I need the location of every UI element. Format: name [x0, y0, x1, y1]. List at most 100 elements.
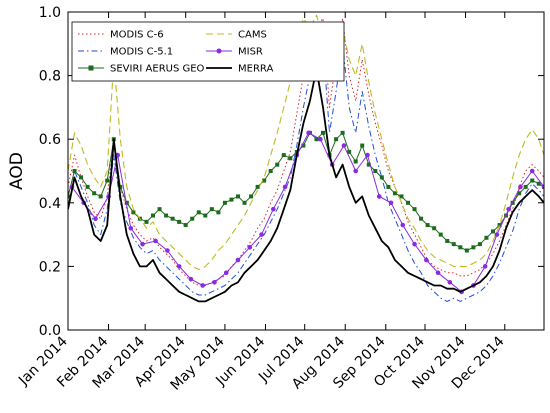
data-point-seviri-aerus-geo [464, 248, 469, 253]
data-point-misr [388, 200, 394, 206]
data-point-seviri-aerus-geo [203, 213, 208, 218]
data-point-misr [529, 168, 535, 174]
legend-label: MODIS C-5.1 [110, 47, 173, 58]
data-point-seviri-aerus-geo [491, 229, 495, 234]
data-point-seviri-aerus-geo [275, 162, 280, 167]
data-point-seviri-aerus-geo [183, 223, 188, 228]
legend-item-merra: MERRA [206, 64, 273, 75]
data-point-seviri-aerus-geo [281, 153, 286, 158]
data-point-seviri-aerus-geo [79, 175, 84, 180]
legend-item-modis-c-6: MODIS C-6 [78, 30, 164, 41]
data-point-misr [247, 245, 253, 250]
y-axis: 0.0 0.2 0.4 0.6 0.8 1.0 [39, 5, 544, 339]
data-point-misr [341, 143, 347, 148]
data-point-misr [376, 194, 382, 199]
data-point-misr [165, 248, 170, 253]
series-seviri-aerus-geo [68, 130, 544, 253]
data-point-seviri-aerus-geo [209, 207, 214, 212]
y-axis-title: AOD [7, 152, 27, 190]
data-point-seviri-aerus-geo [347, 149, 352, 154]
legend-label: SEVIRI AERUS GEO [110, 64, 205, 75]
y-tick-label: 0.0 [39, 323, 61, 339]
data-point-seviri-aerus-geo [399, 194, 404, 199]
data-point-seviri-aerus-geo [458, 245, 463, 250]
data-point-seviri-aerus-geo [379, 175, 384, 180]
data-point-seviri-aerus-geo [432, 226, 437, 231]
data-point-seviri-aerus-geo [157, 207, 162, 212]
data-point-seviri-aerus-geo [386, 184, 391, 189]
data-point-seviri-aerus-geo [288, 156, 293, 161]
data-point-seviri-aerus-geo [530, 178, 535, 183]
data-point-seviri-aerus-geo [170, 216, 175, 221]
data-point-seviri-aerus-geo [406, 200, 410, 205]
data-point-seviri-aerus-geo [255, 184, 260, 189]
legend-label: CAMS [238, 30, 267, 41]
y-tick-label: 0.4 [39, 196, 61, 212]
series-modis-c-5-1 [68, 43, 544, 302]
data-point-seviri-aerus-geo [262, 178, 267, 183]
data-point-seviri-aerus-geo [477, 242, 482, 247]
data-point-seviri-aerus-geo [517, 191, 522, 196]
data-point-misr [176, 264, 182, 269]
data-point-seviri-aerus-geo [164, 213, 169, 218]
data-point-seviri-aerus-geo [229, 197, 234, 202]
data-point-seviri-aerus-geo [497, 223, 502, 228]
data-point-seviri-aerus-geo [131, 210, 136, 215]
data-point-seviri-aerus-geo [373, 169, 378, 173]
data-point-seviri-aerus-geo [340, 130, 345, 135]
data-point-misr [235, 257, 241, 263]
y-tick-label: 0.6 [39, 132, 61, 148]
data-point-seviri-aerus-geo [366, 162, 371, 167]
data-point-seviri-aerus-geo [314, 137, 319, 142]
data-point-misr [353, 168, 358, 174]
data-point-seviri-aerus-geo [360, 143, 365, 148]
data-point-seviri-aerus-geo [190, 216, 195, 221]
series-merra [68, 68, 544, 303]
legend-item-seviri-aerus-geo: SEVIRI AERUS GEO [78, 64, 205, 75]
data-point-misr [447, 280, 453, 285]
data-point-seviri-aerus-geo [334, 137, 339, 142]
data-point-misr [518, 184, 523, 190]
data-point-seviri-aerus-geo [177, 219, 182, 224]
legend-item-modis-c-5-1: MODIS C-5.1 [78, 47, 173, 58]
data-point-seviri-aerus-geo [425, 223, 430, 228]
legend: MODIS C-6 MODIS C-5.1 SEVIRI AERUS GEO CAMS… [71, 21, 345, 82]
data-point-seviri-aerus-geo [92, 191, 97, 196]
data-point-misr [271, 206, 276, 212]
data-point-misr [424, 257, 429, 263]
data-point-misr [93, 216, 98, 221]
data-point-seviri-aerus-geo [85, 184, 90, 189]
data-point-misr [482, 264, 488, 269]
data-point-seviri-aerus-geo [451, 242, 456, 247]
data-point-misr [223, 270, 229, 276]
y-tick-label: 0.8 [39, 69, 61, 85]
data-point-seviri-aerus-geo [438, 232, 443, 237]
y-tick-label: 1.0 [39, 5, 61, 21]
data-point-seviri-aerus-geo [216, 210, 221, 215]
data-point-seviri-aerus-geo [68, 194, 70, 199]
y-tick-label: 0.2 [39, 259, 61, 275]
data-point-seviri-aerus-geo [301, 143, 306, 148]
data-point-seviri-aerus-geo [72, 169, 77, 173]
data-point-misr [128, 225, 134, 231]
data-point-misr [200, 283, 205, 288]
data-point-seviri-aerus-geo [484, 235, 489, 240]
data-point-misr [188, 276, 194, 282]
data-point-misr [435, 270, 441, 276]
legend-item-cams: CAMS [206, 30, 267, 41]
data-point-misr [365, 152, 370, 158]
data-point-seviri-aerus-geo [222, 200, 227, 205]
data-point-seviri-aerus-geo [321, 130, 325, 135]
legend-marker [216, 48, 222, 54]
data-point-seviri-aerus-geo [151, 213, 155, 218]
data-point-seviri-aerus-geo [118, 184, 123, 189]
data-point-misr [494, 232, 500, 237]
legend-item-misr: MISR [206, 47, 263, 58]
data-point-seviri-aerus-geo [412, 207, 417, 212]
data-point-seviri-aerus-geo [353, 159, 358, 164]
data-point-misr [282, 184, 288, 190]
data-point-seviri-aerus-geo [523, 184, 528, 189]
data-point-misr [212, 280, 217, 285]
data-point-seviri-aerus-geo [536, 181, 541, 186]
